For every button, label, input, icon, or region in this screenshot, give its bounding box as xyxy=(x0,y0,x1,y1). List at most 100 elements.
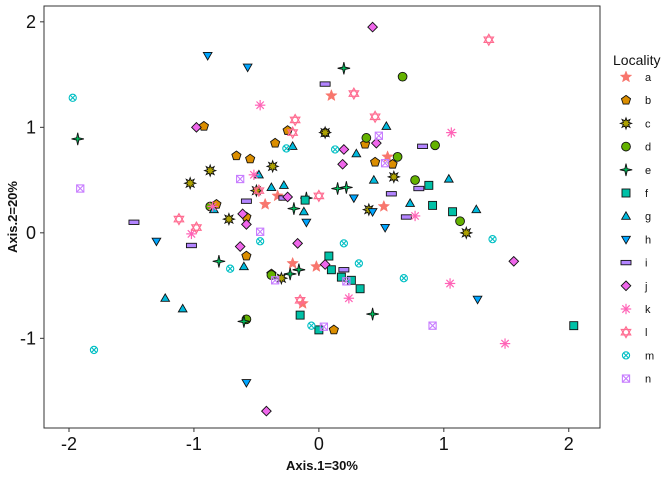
point-j xyxy=(370,137,382,149)
point-g xyxy=(287,141,298,150)
point-f xyxy=(428,200,438,210)
point-h xyxy=(367,208,378,218)
point-e xyxy=(331,182,344,195)
point-b xyxy=(328,324,339,335)
legend-label-n: n xyxy=(645,374,651,386)
point-b xyxy=(231,150,242,161)
y-tick-label: 0 xyxy=(26,223,36,243)
legend-key-b xyxy=(620,94,632,105)
plot-panel xyxy=(43,5,601,429)
point-n xyxy=(342,277,351,286)
point-j xyxy=(190,121,202,133)
point-h xyxy=(379,223,391,233)
point-a xyxy=(286,256,299,269)
point-i xyxy=(413,185,425,192)
point-i xyxy=(417,143,429,149)
point-a xyxy=(325,88,338,102)
point-g xyxy=(266,182,277,192)
point-b xyxy=(245,153,256,164)
legend-label-k: k xyxy=(645,304,651,316)
x-tick-label: 0 xyxy=(314,434,324,454)
point-j xyxy=(292,237,304,249)
point-h xyxy=(242,63,253,73)
point-e xyxy=(283,267,297,281)
point-e xyxy=(337,61,351,75)
legend-key-h xyxy=(620,235,632,245)
point-g xyxy=(278,180,289,189)
point-d xyxy=(361,133,372,143)
point-d xyxy=(455,216,465,227)
point-m xyxy=(399,274,408,283)
point-f xyxy=(355,284,365,294)
y-tick-label: 2 xyxy=(26,12,36,32)
legend-label-m: m xyxy=(645,350,654,362)
point-e xyxy=(212,255,226,268)
point-l xyxy=(369,110,381,124)
legend-label-h: h xyxy=(645,234,651,246)
point-k xyxy=(409,210,421,222)
point-j xyxy=(234,241,246,252)
point-h xyxy=(472,295,483,305)
point-i xyxy=(385,191,397,197)
point-n xyxy=(428,321,437,330)
x-axis-title: Axis.1=30% xyxy=(286,458,358,473)
point-g xyxy=(238,261,250,271)
legend-key-j xyxy=(620,280,632,292)
point-m xyxy=(307,321,316,330)
point-j xyxy=(337,158,349,170)
point-e xyxy=(340,181,353,194)
point-c xyxy=(459,225,474,240)
legend-key-k xyxy=(620,303,632,315)
point-h xyxy=(202,52,213,61)
legend-key-m xyxy=(621,351,631,360)
point-i xyxy=(128,219,140,225)
point-m xyxy=(89,345,99,355)
legend-key-n xyxy=(621,374,631,383)
point-j xyxy=(240,218,252,230)
point-d xyxy=(430,140,440,151)
legend-label-b: b xyxy=(645,95,651,107)
point-i xyxy=(185,242,197,249)
point-g xyxy=(368,174,379,184)
legend-key-f xyxy=(621,188,631,198)
point-m xyxy=(354,259,364,268)
x-tick-label: 1 xyxy=(439,434,449,454)
point-g xyxy=(253,169,265,179)
point-n xyxy=(380,159,390,168)
legend-key-i xyxy=(620,259,632,266)
point-a xyxy=(258,197,272,210)
point-g xyxy=(208,204,220,214)
point-g xyxy=(177,303,188,313)
point-n xyxy=(76,184,85,193)
point-l xyxy=(190,220,203,235)
point-k xyxy=(186,228,197,240)
point-d xyxy=(392,152,403,162)
point-e xyxy=(287,202,301,215)
point-m xyxy=(488,235,497,244)
legend-label-j: j xyxy=(644,281,647,293)
point-n xyxy=(256,227,265,236)
point-c xyxy=(203,163,218,178)
point-f xyxy=(336,272,346,282)
point-h xyxy=(151,237,162,247)
point-j xyxy=(367,21,379,33)
point-k xyxy=(444,278,456,289)
point-c xyxy=(221,212,236,227)
point-l xyxy=(173,212,185,226)
point-b xyxy=(198,120,210,131)
point-c xyxy=(386,169,401,184)
legend-key-g xyxy=(620,210,632,220)
point-l xyxy=(286,125,299,140)
y-axis-title: Axis.2=20% xyxy=(5,181,20,253)
legend-label-d: d xyxy=(645,142,651,154)
y-tick-label: -1 xyxy=(20,328,36,348)
point-m xyxy=(282,144,291,153)
point-f xyxy=(324,251,334,261)
point-n xyxy=(270,276,280,285)
legend-label-a: a xyxy=(645,72,652,84)
legend-label-c: c xyxy=(645,118,651,130)
point-l xyxy=(313,189,325,203)
data-points xyxy=(68,21,579,417)
